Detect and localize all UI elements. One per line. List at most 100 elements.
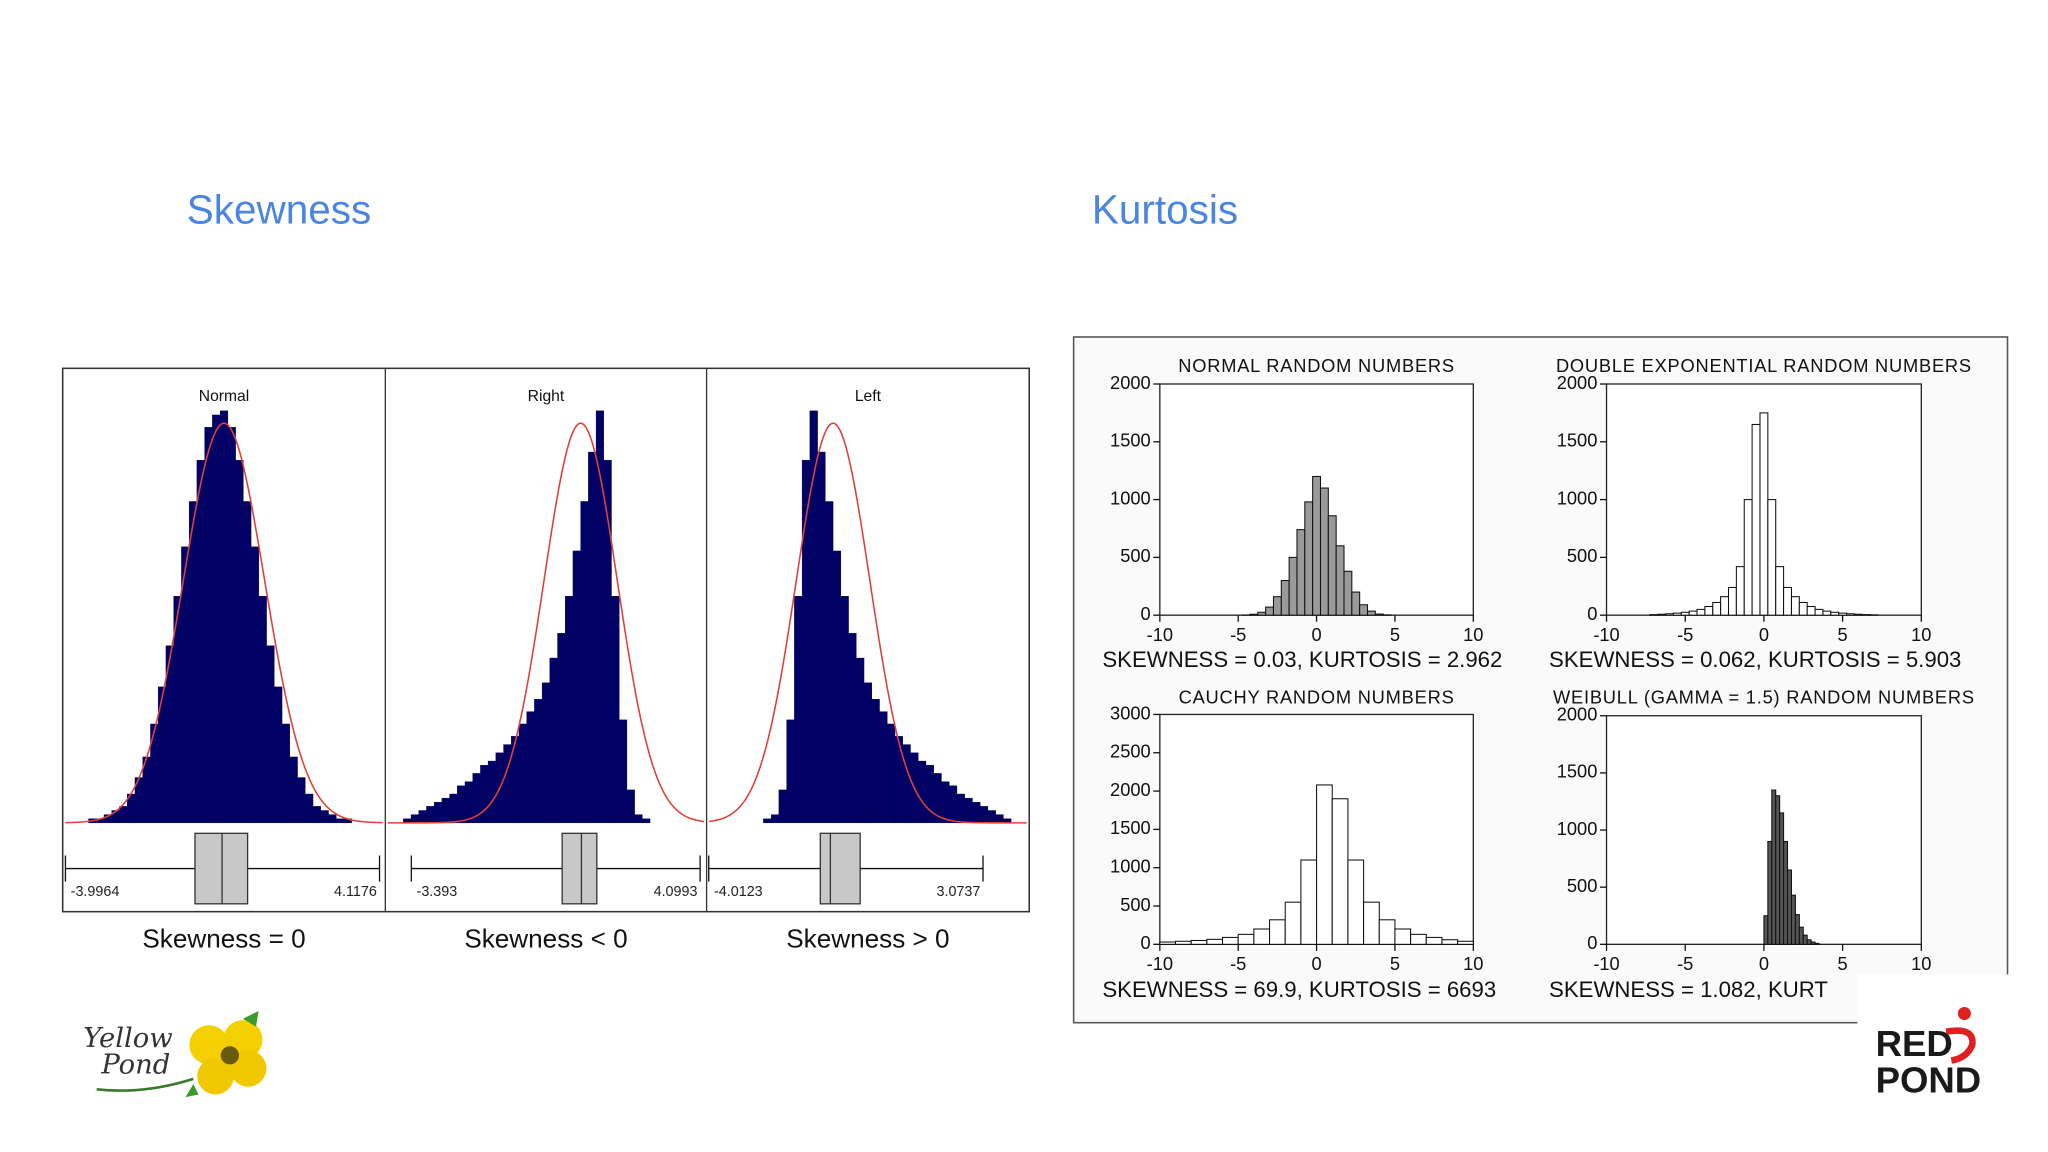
histogram-bar — [770, 814, 780, 824]
histogram-bar — [1806, 605, 1816, 616]
histogram-bar — [1366, 610, 1376, 616]
histogram-bar — [894, 736, 903, 824]
histogram-bar — [995, 814, 1004, 824]
histogram-bar — [274, 686, 283, 824]
histogram-bar — [1767, 840, 1773, 945]
histogram-bar — [918, 760, 927, 824]
histogram-bar — [441, 797, 450, 824]
histogram-bar — [526, 711, 535, 824]
logo-text: Pond — [100, 1049, 170, 1080]
y-tick-label: 1500 — [1110, 817, 1151, 838]
histogram-bar — [1743, 499, 1753, 616]
histogram-bar — [119, 806, 128, 824]
histogram-bar — [1790, 596, 1800, 616]
histogram-bar — [312, 806, 321, 824]
histogram-bar — [418, 810, 427, 824]
chart-title: Right — [528, 388, 565, 405]
petal — [229, 1050, 267, 1087]
y-tick-label: 0 — [1587, 932, 1597, 953]
x-axis-label: Skewness > 0 — [786, 923, 949, 953]
logo-text: Yellow — [83, 1023, 172, 1054]
fit-curve — [65, 422, 383, 824]
histogram-bar — [204, 427, 213, 824]
box — [819, 832, 861, 905]
logo-stem — [96, 1077, 194, 1092]
box-min-label: -3.393 — [417, 884, 458, 900]
leaf — [185, 1010, 259, 1098]
histogram-bar — [1665, 613, 1674, 616]
histogram-bar — [410, 814, 419, 824]
chart-title: Left — [855, 388, 882, 405]
y-tick-label: 2000 — [1110, 372, 1151, 393]
y-tick-label: 2500 — [1110, 741, 1151, 762]
histogram-bar — [786, 719, 795, 824]
histogram-bar — [320, 810, 329, 824]
histogram-bar — [1335, 545, 1345, 616]
histogram-bar — [258, 596, 267, 824]
histogram-bar — [1657, 613, 1667, 616]
histogram-bar — [1775, 566, 1785, 616]
x-tick-label: 10 — [1911, 953, 1931, 974]
histogram-bar — [1751, 423, 1761, 616]
histogram-bar — [1814, 942, 1820, 945]
histogram-bar — [763, 818, 772, 824]
histogram-bar — [1853, 613, 1863, 616]
chart-title: Normal — [199, 388, 249, 405]
histogram-bar — [336, 818, 345, 824]
histogram-bar — [1249, 613, 1259, 616]
histogram-bar — [557, 633, 566, 824]
x-tick-label: -5 — [1230, 624, 1246, 645]
histogram-bar — [794, 596, 803, 824]
histogram-bar — [328, 814, 337, 824]
y-tick-label: 0 — [1587, 603, 1597, 624]
box-min-label: -3.9964 — [71, 884, 120, 900]
histogram-bar — [1327, 515, 1337, 616]
x-axis-label: Skewness = 0 — [142, 923, 305, 953]
x-tick-label: -10 — [1593, 624, 1619, 645]
histogram-bar — [1288, 556, 1298, 616]
histogram-bar — [1712, 601, 1722, 616]
histogram-bar — [1830, 611, 1840, 616]
histogram-bar — [642, 818, 651, 824]
histogram-bar — [487, 760, 497, 824]
x-tick-label: 5 — [1390, 624, 1400, 645]
histogram-bar — [580, 501, 589, 824]
red-pond-logo: RED POND — [1857, 974, 2009, 1105]
histogram-bar — [1771, 789, 1777, 945]
histogram-bar — [1257, 611, 1267, 616]
histogram-bar — [1779, 812, 1785, 945]
flower-center — [220, 1046, 240, 1065]
histogram-bar — [219, 410, 229, 824]
histogram-bar — [832, 550, 842, 824]
histogram-bar — [188, 501, 198, 824]
histogram-bar — [1790, 894, 1796, 945]
x-axis-label: Skewness < 0 — [464, 923, 627, 953]
histogram-bar — [887, 723, 896, 824]
chart-title: NORMAL RANDOM NUMBERS — [1178, 355, 1455, 376]
y-tick-label: 2000 — [1110, 779, 1151, 800]
x-tick-label: -5 — [1677, 953, 1693, 974]
histogram-bar — [1374, 613, 1384, 616]
histogram-bar — [634, 814, 643, 824]
y-tick-label: 0 — [1141, 932, 1151, 953]
histogram-bar — [1284, 901, 1302, 945]
histogram-bar — [227, 427, 236, 824]
histogram-bar — [1425, 936, 1443, 945]
box-max-label: 4.1176 — [334, 884, 377, 900]
chart-note: SKEWNESS = 69.9, KURTOSIS = 6693 — [1102, 977, 1496, 1002]
histogram-bar — [480, 764, 489, 824]
petal — [197, 1057, 234, 1095]
histogram-bar — [1331, 798, 1349, 945]
histogram-bar — [972, 802, 981, 824]
histogram-bar — [626, 789, 635, 824]
plot-frame — [1605, 715, 1922, 945]
y-tick-label: 1000 — [1110, 487, 1151, 508]
histogram-bar — [825, 501, 834, 824]
fit-curve — [387, 422, 705, 824]
histogram-bar — [1846, 613, 1855, 616]
y-tick-label: 500 — [1120, 545, 1150, 566]
histogram-bar — [1319, 487, 1329, 616]
histogram-bar — [1237, 933, 1255, 945]
y-tick-label: 0 — [1141, 603, 1151, 624]
box-max-label: 4.0993 — [654, 884, 698, 900]
